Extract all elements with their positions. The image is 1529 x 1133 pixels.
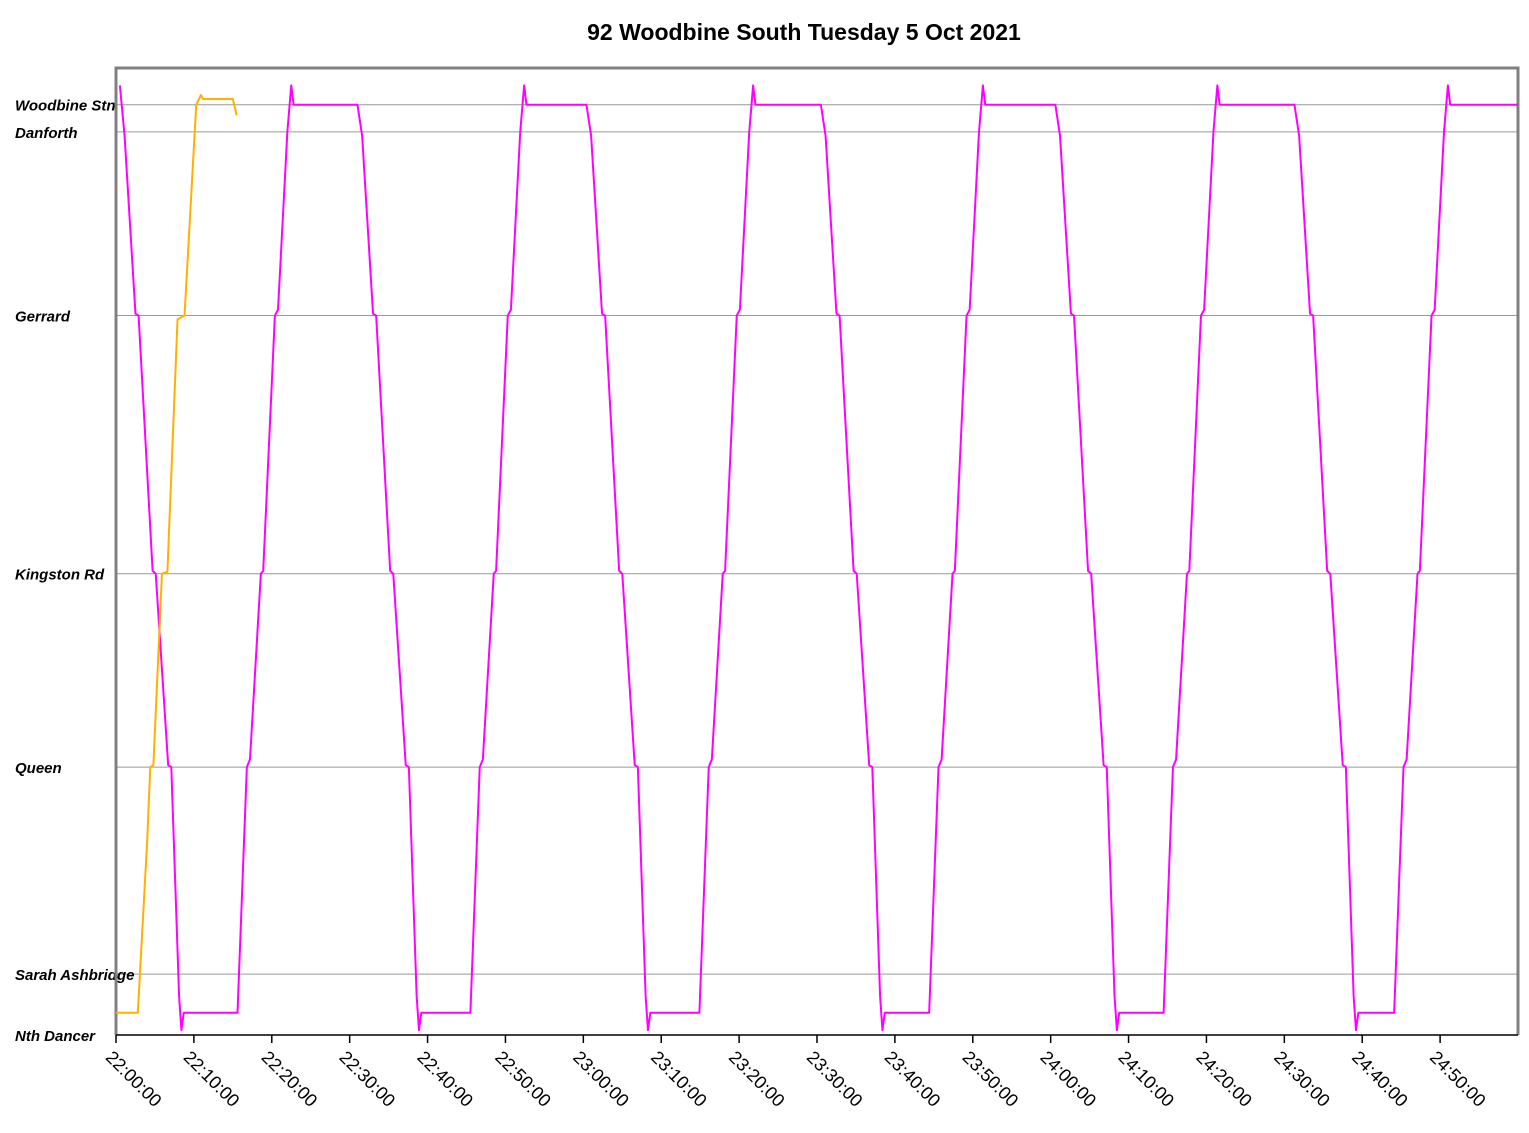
y-tick-label: Sarah Ashbridge	[15, 967, 134, 984]
x-tick-label: 23:50:00	[959, 1047, 1023, 1111]
x-tick-label: 22:00:00	[102, 1047, 166, 1111]
y-tick-label: Kingston Rd	[15, 567, 105, 584]
series-line	[118, 84, 1518, 1032]
chart-title: 92 Woodbine South Tuesday 5 Oct 2021	[587, 19, 1021, 45]
x-tick-label: 22:50:00	[491, 1047, 555, 1111]
x-tick-label: 24:50:00	[1426, 1047, 1490, 1111]
y-tick-label: Gerrard	[15, 309, 71, 326]
y-tick-label: Queen	[15, 760, 62, 777]
x-tick-label: 22:10:00	[180, 1047, 244, 1111]
x-tick-label: 22:30:00	[335, 1047, 399, 1111]
y-tick-label: Danforth	[15, 125, 78, 142]
y-tick-label: Nth Dancer	[15, 1028, 96, 1045]
x-tick-label: 24:20:00	[1192, 1047, 1256, 1111]
y-tick-label: Woodbine Stn	[15, 98, 116, 115]
x-tick-label: 24:00:00	[1036, 1047, 1100, 1111]
x-tick-label: 24:40:00	[1348, 1047, 1412, 1111]
series-line	[116, 94, 238, 1014]
x-tick-label: 24:30:00	[1270, 1047, 1334, 1111]
plot-frame	[114, 66, 1520, 1035]
x-tick-label: 23:10:00	[647, 1047, 711, 1111]
x-tick-label: 24:10:00	[1114, 1047, 1178, 1111]
x-tick-label: 23:40:00	[881, 1047, 945, 1111]
x-tick-label: 22:20:00	[258, 1047, 322, 1111]
x-tick-label: 23:00:00	[569, 1047, 633, 1111]
x-tick-label: 23:30:00	[803, 1047, 867, 1111]
x-tick-label: 22:40:00	[413, 1047, 477, 1111]
x-tick-label: 23:20:00	[725, 1047, 789, 1111]
